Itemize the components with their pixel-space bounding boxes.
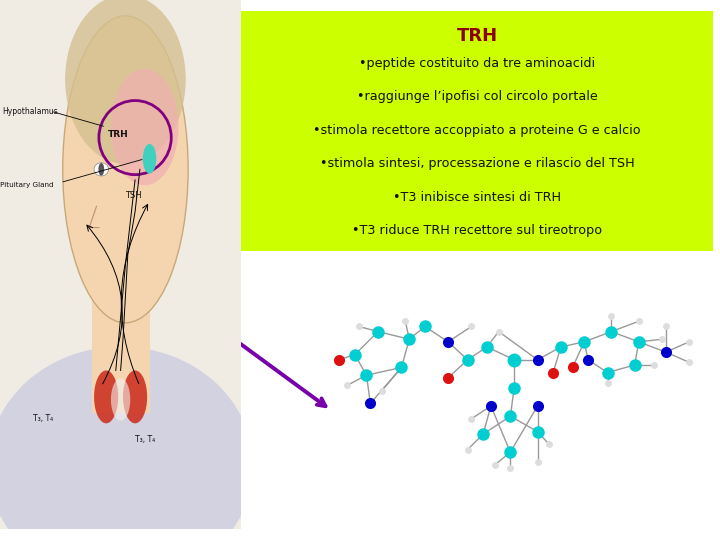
Circle shape <box>99 163 104 176</box>
Text: TRH: TRH <box>108 131 129 139</box>
Text: T₃, T₄: T₃, T₄ <box>33 414 53 423</box>
Ellipse shape <box>111 69 179 185</box>
Text: •stimola sintesi, processazione e rilascio del TSH: •stimola sintesi, processazione e rilasc… <box>320 157 634 170</box>
Text: •T3 inibisce sintesi di TRH: •T3 inibisce sintesi di TRH <box>393 191 561 204</box>
Text: •T3 riduce TRH recettore sul tireotropo: •T3 riduce TRH recettore sul tireotropo <box>352 224 602 237</box>
Text: T₃, T₄: T₃, T₄ <box>135 435 155 444</box>
Circle shape <box>143 144 156 173</box>
Ellipse shape <box>0 347 253 540</box>
Ellipse shape <box>65 0 186 164</box>
Bar <box>241 11 713 251</box>
Ellipse shape <box>63 16 188 323</box>
Text: •raggiunge l’ipofisi col circolo portale: •raggiunge l’ipofisi col circolo portale <box>356 90 598 103</box>
Text: •peptide costituito da tre aminoacidi: •peptide costituito da tre aminoacidi <box>359 57 595 70</box>
Text: •stimola recettore accoppiato a proteine G e calcio: •stimola recettore accoppiato a proteine… <box>313 124 641 137</box>
Ellipse shape <box>94 370 118 423</box>
Text: TRH: TRH <box>456 27 498 45</box>
Text: TSH: TSH <box>125 191 142 200</box>
Ellipse shape <box>94 163 109 176</box>
Bar <box>91 265 150 413</box>
Ellipse shape <box>123 370 147 423</box>
Text: Hypothalamus: Hypothalamus <box>2 106 58 116</box>
Text: Pituitary Gland: Pituitary Gland <box>0 182 53 188</box>
Circle shape <box>111 379 130 421</box>
